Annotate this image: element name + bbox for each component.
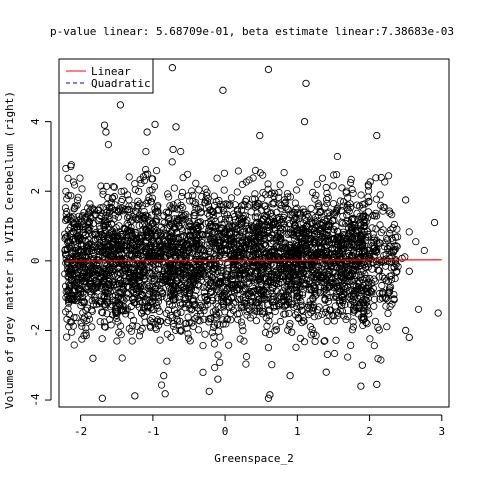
scatter-point: [219, 86, 227, 94]
scatter-point: [102, 128, 110, 136]
x-axis: -2 -1 0 1 2 3: [74, 414, 445, 438]
x-tick-label: 0: [222, 425, 229, 438]
y-tick-label: -2: [29, 324, 42, 337]
scatter-point: [256, 131, 264, 140]
scatter-point: [402, 326, 410, 335]
scatter-point: [405, 267, 413, 275]
scatter-point: [430, 218, 439, 227]
x-tick-label: -1: [146, 425, 159, 438]
scatter-point: [302, 79, 310, 88]
scatter-point: [286, 372, 294, 380]
x-axis-label: Greenspace_2: [214, 452, 293, 465]
points-layer: [61, 64, 442, 402]
x-tick-label: 3: [438, 425, 445, 438]
y-axis-label: Volume of grey matter in VIIb Cerebellum…: [3, 91, 16, 409]
scatter-point: [100, 121, 109, 129]
scatter-point: [205, 387, 213, 395]
x-tick-label: 2: [366, 425, 373, 438]
y-tick-label: 2: [29, 188, 42, 195]
scatter-point: [169, 145, 177, 154]
scatter-point: [405, 333, 413, 342]
scatter-point: [402, 196, 410, 204]
scatter-point: [151, 120, 159, 129]
scatter-point: [266, 391, 274, 399]
scatter-point: [373, 131, 381, 140]
scatter-point: [373, 380, 381, 389]
scatter-point: [98, 394, 106, 402]
legend-box: [58, 58, 154, 94]
dense-point-cloud: [61, 141, 428, 389]
scatter-point: [168, 64, 177, 72]
scatter-point: [172, 123, 180, 131]
scatter-point: [358, 361, 366, 369]
legend: Linear Quadratic: [58, 58, 154, 94]
scatter-point: [264, 65, 273, 74]
legend-linear-label: Linear: [91, 65, 131, 78]
y-tick-label: 0: [29, 258, 42, 265]
chart-title: p-value linear: 5.68709e-01, beta estima…: [50, 25, 454, 38]
x-tick-label: 1: [294, 425, 301, 438]
scatter-point: [131, 392, 139, 400]
scatter-point: [434, 309, 442, 317]
scatter-point: [161, 390, 169, 398]
scatter-point: [116, 101, 125, 109]
scatter-point: [300, 117, 309, 126]
y-tick-label: 4: [29, 118, 42, 125]
linear-fit-line: [66, 259, 442, 262]
scatter-point: [214, 375, 222, 383]
scatter-point: [160, 372, 168, 380]
scatter-point: [264, 394, 273, 402]
x-tick-label: -2: [74, 425, 87, 438]
scatter-point: [322, 368, 330, 376]
plot-frame: [58, 58, 450, 408]
y-axis: -4 -2 0 2 4: [29, 118, 52, 407]
scatter-point: [143, 128, 151, 136]
scatter-point: [357, 382, 365, 390]
scatter-point: [89, 354, 97, 362]
regression-lines: [66, 259, 442, 262]
y-tick-label: -4: [29, 393, 42, 407]
legend-quadratic-label: Quadratic: [91, 77, 151, 90]
